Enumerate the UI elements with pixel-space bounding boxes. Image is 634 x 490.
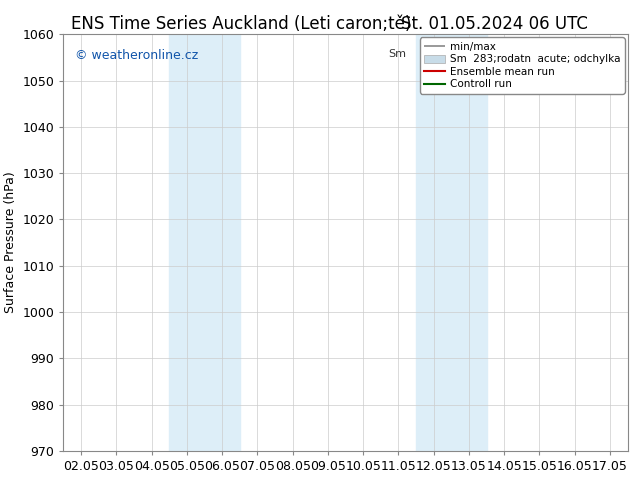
Y-axis label: Surface Pressure (hPa): Surface Pressure (hPa) (4, 172, 17, 314)
Text: © weatheronline.cz: © weatheronline.cz (75, 49, 198, 62)
Legend: min/max, Sm  283;rodatn  acute; odchylka, Ensemble mean run, Controll run: min/max, Sm 283;rodatn acute; odchylka, … (420, 37, 624, 94)
Text: Sm: Sm (388, 49, 406, 59)
Title: ENS Time Series Auckland (Leti caron;tě)      St. 01.05.2024 06 UTC: ENS Time Series Auckland (Leti caron;tě)… (0, 489, 1, 490)
Text: St. 01.05.2024 06 UTC: St. 01.05.2024 06 UTC (401, 15, 588, 33)
Bar (169, 34, 240, 451)
Text: ENS Time Series Auckland (Leti caron;tě): ENS Time Series Auckland (Leti caron;tě) (71, 15, 411, 33)
Bar (416, 34, 487, 451)
